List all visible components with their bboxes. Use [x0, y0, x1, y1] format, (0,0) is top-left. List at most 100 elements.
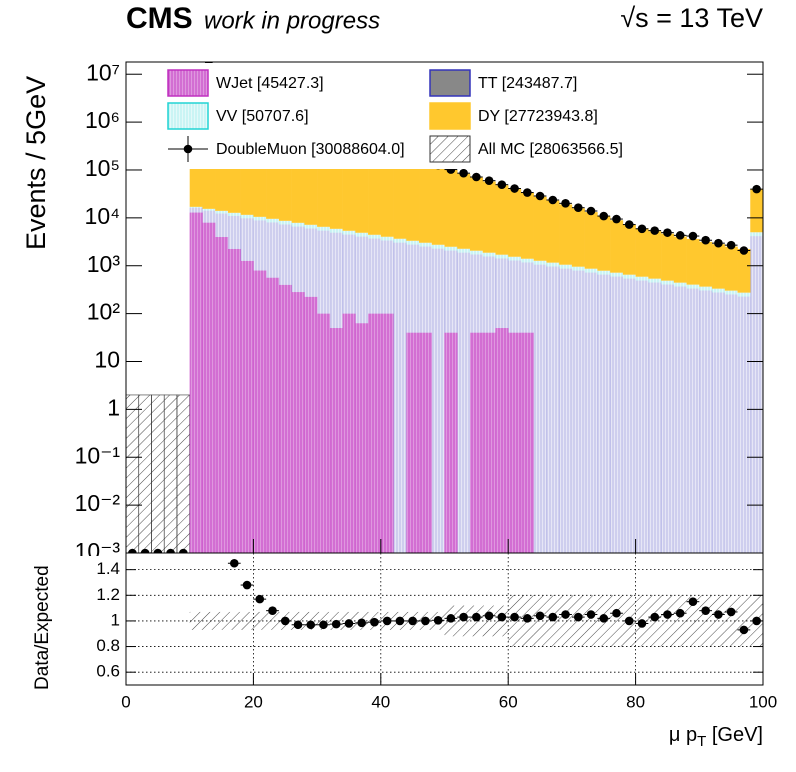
stack-bar	[482, 256, 496, 333]
stack-bar	[584, 212, 598, 269]
stack-bar	[520, 192, 534, 259]
stack-bar	[240, 218, 254, 261]
stack-bar	[546, 266, 560, 553]
stack-bar	[495, 254, 509, 259]
y-tick-label: 10⁶	[85, 107, 120, 133]
mc-error-band	[126, 394, 140, 553]
legend-label: TT [243487.7]	[478, 75, 577, 92]
stack-bar	[457, 173, 471, 249]
stack-bar	[329, 232, 343, 329]
stack-bar	[457, 248, 471, 253]
ratio-frame	[125, 552, 764, 686]
ratio-point	[357, 618, 366, 628]
stack-bar	[622, 274, 636, 279]
data-point	[128, 548, 137, 553]
legend-label: All MC [28063566.5]	[478, 141, 623, 158]
legend-label: DY [27723943.8]	[478, 108, 598, 125]
stack-bar	[686, 288, 700, 553]
stack-bar	[317, 230, 331, 314]
data-point	[140, 548, 150, 553]
stack-bar	[508, 332, 522, 553]
stack-bar	[393, 242, 407, 553]
stack-bar	[737, 292, 751, 297]
ratio-point	[382, 616, 392, 626]
x-tick-label: 40	[371, 692, 390, 711]
legend-swatch	[167, 102, 209, 130]
stack-bar	[227, 212, 241, 216]
data-point	[179, 548, 188, 553]
ratio-point	[612, 608, 621, 618]
stack-bar	[533, 260, 547, 265]
stack-bar	[189, 212, 203, 553]
subtitle: work in progress	[204, 7, 380, 34]
stack-bar	[291, 222, 305, 227]
stack-bar	[699, 241, 713, 287]
x-tick-label: 80	[626, 692, 645, 711]
stack-bar	[737, 248, 751, 293]
stack-bar	[419, 332, 433, 553]
data-point	[752, 184, 761, 194]
ratio-point	[739, 625, 749, 635]
data-point	[153, 548, 163, 553]
stack-bar	[648, 282, 662, 553]
stack-bar	[673, 236, 687, 283]
ratio-error-band	[673, 595, 687, 647]
stack-bar	[253, 220, 267, 271]
ratio-point	[573, 612, 583, 622]
stack-bar	[329, 328, 343, 553]
ratio-axes: 0.6 0.8 1 1.2 1.4 0 20 40 60 80 100	[96, 559, 777, 711]
stack-bar	[469, 254, 484, 333]
ratio-point	[675, 608, 685, 618]
stack-bar	[571, 270, 585, 553]
y-tick-label: 10⁵	[85, 155, 120, 181]
stack-bar	[648, 278, 662, 283]
data-point	[675, 231, 685, 240]
x-tick-label: 20	[244, 692, 263, 711]
ratio-point	[535, 611, 545, 621]
stack-bar	[635, 280, 649, 553]
data-point	[726, 240, 736, 250]
legend-swatch	[167, 69, 209, 97]
mc-error-band	[176, 394, 191, 553]
stack-bar	[342, 313, 356, 553]
ratio-point	[701, 606, 710, 615]
data-point	[739, 246, 749, 255]
stack-bar	[457, 252, 471, 553]
ratio-error-band	[533, 595, 547, 647]
y-tick-label: 10²	[87, 299, 121, 325]
stack-bar	[469, 332, 484, 553]
stack-bar	[380, 236, 394, 241]
ratio-point	[446, 614, 456, 623]
stack-bar	[278, 284, 292, 553]
ratio-error-band	[189, 611, 203, 630]
ratio-point	[484, 611, 494, 621]
data-point	[701, 235, 710, 245]
data-point	[523, 188, 532, 197]
stack-bar	[559, 264, 573, 269]
ratio-point	[433, 615, 443, 625]
ratio-error-band	[686, 595, 700, 647]
ratio-point	[331, 619, 341, 629]
ratio-point	[421, 616, 430, 626]
stack-bar	[661, 284, 675, 553]
data-point	[663, 228, 672, 237]
ratio-point	[714, 610, 723, 619]
ratio-point	[319, 620, 328, 630]
stack-bar	[635, 228, 649, 277]
legend: WJet [45427.3] TT [243487.7] VV [50707.6] D…	[160, 63, 660, 169]
stack-bar	[520, 262, 534, 333]
stack-bar	[673, 282, 687, 287]
stack-bar	[469, 250, 484, 255]
ratio-error-band	[559, 595, 572, 647]
data-point	[484, 176, 494, 185]
stack-bar	[712, 292, 726, 553]
stack-bar	[266, 277, 280, 553]
stack-bar	[520, 332, 534, 553]
stack-bar	[240, 260, 254, 553]
ratio-error-band	[253, 611, 267, 630]
stack-bar	[431, 165, 445, 245]
stack-bar	[317, 226, 331, 231]
stack-bar	[508, 256, 522, 261]
data-point	[166, 548, 175, 553]
